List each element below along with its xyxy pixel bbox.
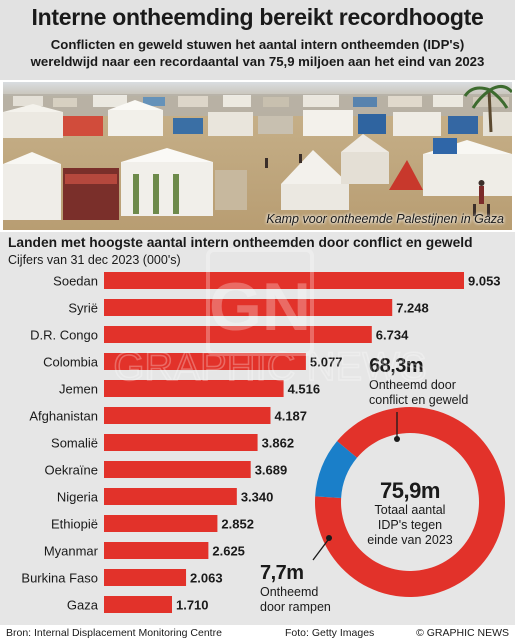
bar-value-label: 4.187 [274,409,307,424]
bar [104,299,393,316]
camp-photo-illustration [3,82,512,230]
bar-value-label: 4.516 [288,382,321,397]
page-subtitle: Conflicten en geweld stuwen het aantal i… [0,36,515,70]
bar-category-label: Ethiopië [51,517,98,532]
bar-value-label: 2.063 [190,571,223,586]
disaster-label-line-2: door rampen [260,600,331,614]
page-title: Interne ontheemding bereikt recordhoogte [31,4,484,30]
donut-chart [312,407,506,597]
bar [104,569,187,586]
chart-title: Landen met hoogste aantal intern ontheem… [8,235,473,250]
bar-category-label: Oekraïne [45,463,98,478]
bar-value-label: 3.862 [262,436,295,451]
donut-center-value: 75,9m [380,478,440,503]
bar [104,326,372,343]
chart-panel: Landen met hoogste aantal intern ontheem… [0,232,515,625]
chart-subtitle: Cijfers van 31 dec 2023 (000's) [8,253,181,267]
conflict-label-line-1: Ontheemd door [369,378,456,392]
conflict-leader-dot [394,436,400,442]
bar-chart: Soedan 9.053 Syrië 7.248 D.R. Congo 6.734 Colo… [21,272,501,613]
bar [104,461,251,478]
bar-category-label: Jemen [59,382,98,397]
bar-category-label: Colombia [43,355,99,370]
bar-category-label: Soedan [53,274,98,289]
subtitle-line-2: wereldwijd naar een recordaantal van 75,… [30,54,485,69]
photo-credit: Foto: Getty Images [285,627,375,639]
bar [104,353,306,370]
bar-category-label: Burkina Faso [21,571,98,586]
subtitle-line-1: Conflicten en geweld stuwen het aantal i… [50,37,465,52]
bar [104,596,172,613]
bar-value-label: 3.340 [241,490,274,505]
disaster-leader-dot [326,535,332,541]
disaster-label-line-1: Ontheemd [260,585,319,599]
bar-value-label: 7.248 [396,301,429,316]
bar-category-label: D.R. Congo [30,328,98,343]
conflict-total-value: 68,3m [369,355,424,377]
bar-value-label: 5.077 [310,355,343,370]
bar-category-label: Myanmar [44,544,99,559]
bar-value-label: 1.710 [176,598,209,613]
donut-center-label: Totaal aantal IDP's tegen einde van 2023 [340,503,480,548]
photo-caption: Kamp voor ontheemde Palestijnen in Gaza [266,212,504,226]
bar [104,542,209,559]
bar [104,380,284,397]
bar-category-label: Nigeria [57,490,99,505]
footer: Bron: Internal Displacement Monitoring C… [0,625,515,643]
disaster-total-label: Ontheemd door rampen [260,585,331,615]
bar-value-label: 6.734 [376,328,409,343]
bar-category-label: Gaza [67,598,99,613]
camp-photo: Kamp voor ontheemde Palestijnen in Gaza [3,82,512,230]
bar-value-label: 2.852 [221,517,254,532]
bar-value-label: 3.689 [255,463,288,478]
bar-category-label: Somalië [51,436,98,451]
donut-slice-disasters [315,441,358,498]
copyright: © GRAPHIC NEWS [416,627,509,639]
bar [104,434,258,451]
bar [104,272,464,289]
bar [104,407,271,424]
bar-category-label: Syrië [68,301,98,316]
donut-center-line-3: einde van 2023 [367,533,453,547]
bar-value-label: 9.053 [468,274,501,289]
donut-center-line-2: IDP's tegen [377,518,443,532]
conflict-label-line-2: conflict en geweld [369,393,469,407]
bar [104,488,237,505]
source-credit: Bron: Internal Displacement Monitoring C… [6,627,222,639]
disaster-leader-line [312,539,329,561]
disaster-total-value: 7,7m [260,562,304,584]
bar [104,515,218,532]
donut-center-line-1: Totaal aantal [374,503,446,517]
conflict-total-label: Ontheemd door conflict en geweld [369,378,468,408]
header-panel: Interne ontheemding bereikt recordhoogte… [0,0,515,80]
bar-value-label: 2.625 [212,544,245,559]
bar-category-label: Afghanistan [29,409,98,424]
